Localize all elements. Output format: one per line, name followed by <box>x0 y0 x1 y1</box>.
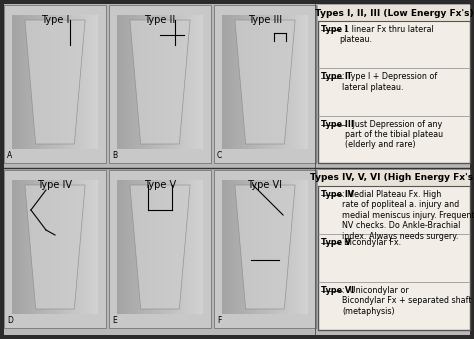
Text: : Medial Plateau Fx. High
rate of popliteal a. injury and
medial meniscus injury: : Medial Plateau Fx. High rate of poplit… <box>342 190 474 241</box>
Text: Type IV: Type IV <box>37 180 73 190</box>
Text: Type II: Type II <box>145 15 176 25</box>
Text: : Bicondylar Fx.: : Bicondylar Fx. <box>339 238 401 247</box>
Polygon shape <box>235 20 295 144</box>
Text: : Type I + Depression of
lateral plateau.: : Type I + Depression of lateral plateau… <box>342 72 438 92</box>
Text: Type VI: Type VI <box>321 286 354 295</box>
Bar <box>318 170 470 186</box>
Bar <box>4 170 106 328</box>
Text: Types I, II, III (Low Energy Fx's): Types I, II, III (Low Energy Fx's) <box>315 8 474 18</box>
Bar <box>214 5 316 163</box>
Text: F: F <box>217 316 221 325</box>
Bar <box>109 5 211 163</box>
Bar <box>109 170 211 328</box>
Text: :  Unicondylar or
Bicondylar Fx + separated shaft
(metaphysis): : Unicondylar or Bicondylar Fx + separat… <box>342 286 472 316</box>
Text: Type V: Type V <box>321 238 351 247</box>
Text: : 1 linear Fx thru lateral
plateau.: : 1 linear Fx thru lateral plateau. <box>339 25 434 44</box>
Text: Type I: Type I <box>321 25 348 34</box>
Text: A: A <box>7 151 12 160</box>
Text: E: E <box>112 316 117 325</box>
Text: Type IV: Type IV <box>321 190 354 199</box>
Bar <box>318 170 470 330</box>
Text: B: B <box>112 151 117 160</box>
Text: Type II: Type II <box>321 72 351 81</box>
Bar <box>214 170 316 328</box>
Bar <box>4 5 106 163</box>
Text: Types IV, V, VI (High Energy Fx's): Types IV, V, VI (High Energy Fx's) <box>310 174 474 182</box>
Bar <box>318 5 470 163</box>
Polygon shape <box>235 185 295 309</box>
Polygon shape <box>25 185 85 309</box>
Text: Type III: Type III <box>321 120 354 129</box>
Text: :  Just Depression of any
part of the tibial plateau
(elderly and rare): : Just Depression of any part of the tib… <box>345 120 443 149</box>
Text: C: C <box>217 151 222 160</box>
Polygon shape <box>25 20 85 144</box>
Polygon shape <box>130 20 190 144</box>
Text: Type III: Type III <box>248 15 282 25</box>
Polygon shape <box>130 185 190 309</box>
Text: Type I: Type I <box>41 15 69 25</box>
Text: D: D <box>7 316 13 325</box>
Text: Type V: Type V <box>144 180 176 190</box>
Text: Type VI: Type VI <box>247 180 283 190</box>
Bar <box>318 5 470 21</box>
